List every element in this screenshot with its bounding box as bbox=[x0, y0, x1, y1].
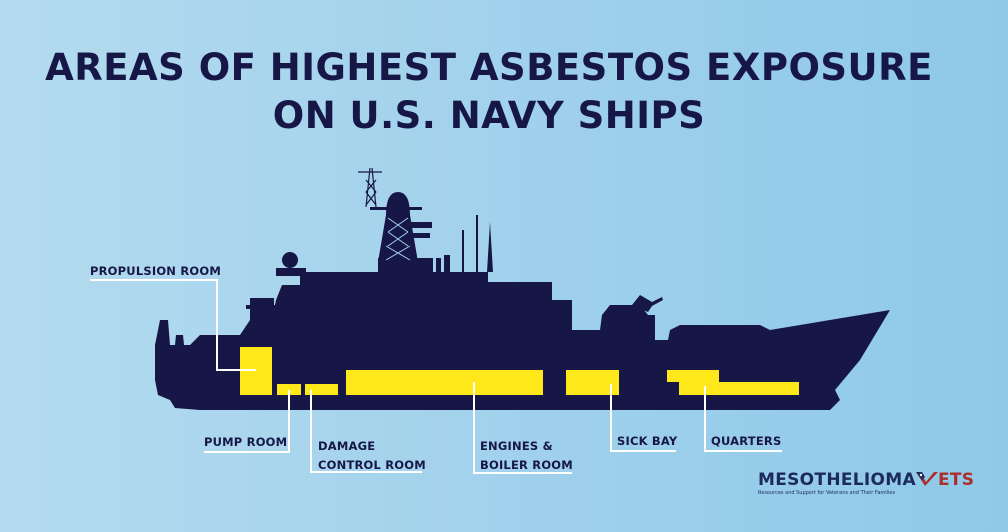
logo-text-mesothelioma: MESOTHELIOMA bbox=[758, 470, 916, 490]
mast-lattice bbox=[385, 217, 411, 261]
logo-tagline: Resources and Support for Veterans and T… bbox=[758, 490, 896, 496]
label-engines-boiler-room: ENGINES & BOILER ROOM bbox=[480, 437, 573, 475]
label-propulsion-room: PROPULSION ROOM bbox=[90, 264, 221, 278]
label-pump-room: PUMP ROOM bbox=[204, 435, 288, 449]
label-quarters: QUARTERS bbox=[711, 434, 782, 448]
page-title-line-2: ON U.S. NAVY SHIPS bbox=[272, 94, 706, 137]
top-lattice-mast bbox=[358, 167, 382, 208]
flag-v-icon bbox=[915, 472, 938, 486]
leader-lines bbox=[90, 279, 782, 474]
label-damage-line-2: CONTROL ROOM bbox=[318, 458, 426, 472]
mesothelioma-vets-logo: MESOTHELIOMA ETS Resources and Support fo… bbox=[758, 470, 974, 496]
label-damage-line-1: DAMAGE bbox=[318, 439, 376, 453]
logo-text-ets: ETS bbox=[937, 470, 975, 490]
engines-boiler-room-area bbox=[346, 370, 543, 395]
pump-room-area bbox=[277, 384, 301, 395]
label-damage-control-room: DAMAGE CONTROL ROOM bbox=[318, 437, 426, 475]
label-engines-line-1: ENGINES & bbox=[480, 439, 553, 453]
label-sick-bay: SICK BAY bbox=[617, 434, 678, 448]
label-engines-line-2: BOILER ROOM bbox=[480, 458, 573, 472]
damage-control-room-area bbox=[305, 384, 338, 395]
page-title-line-1: AREAS OF HIGHEST ASBESTOS EXPOSURE bbox=[45, 46, 933, 89]
quarters-area bbox=[667, 370, 799, 395]
